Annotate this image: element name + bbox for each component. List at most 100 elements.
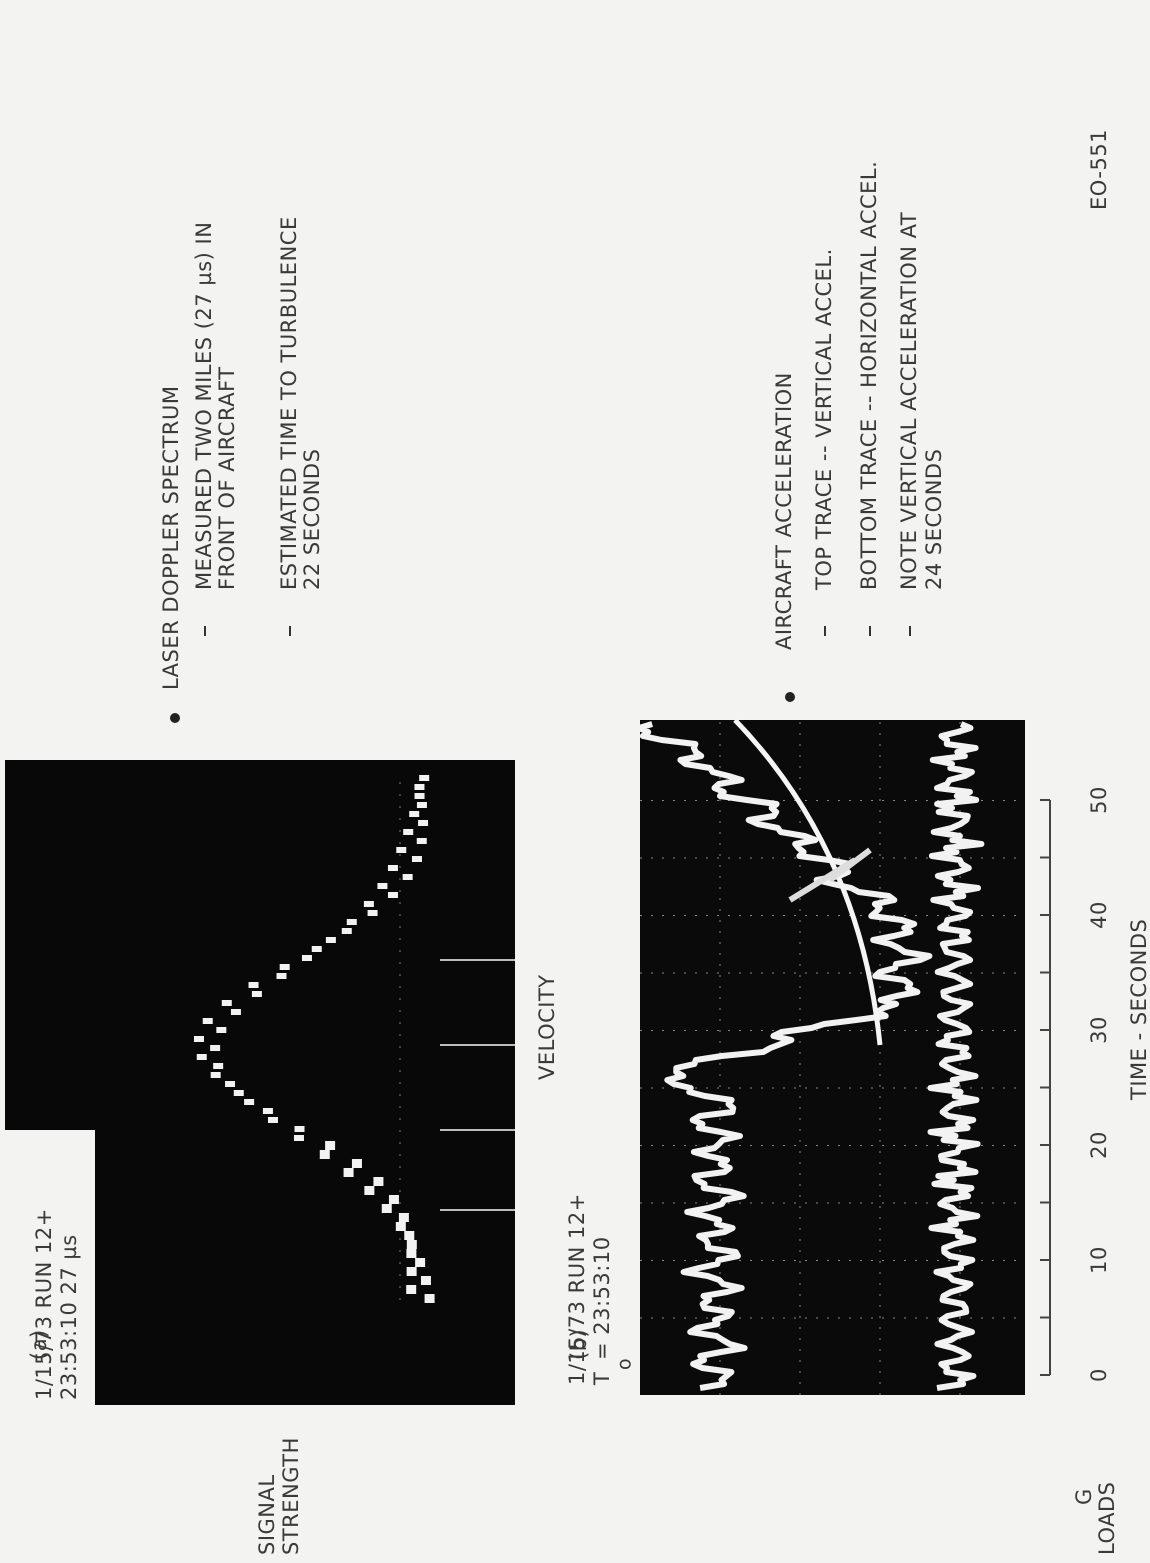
spectrum-dot [424,1294,435,1303]
note-text: FRONT OF AIRCRAFT [215,366,239,590]
spectrum-dot [325,937,336,943]
axis-label: VELOCITY [535,974,559,1080]
photo-caption: T [590,1372,614,1386]
spectrum-dot [319,1150,330,1159]
spectrum-dot [373,1177,384,1186]
spectrum-dot [381,1204,392,1213]
spectrum-dot [351,1159,362,1168]
figure-id: EO-551 [1087,129,1111,210]
note-text: ESTIMATED TIME TO TURBULENCE [277,216,301,590]
photo-caption: o [614,1358,636,1370]
time-tick-label: 20 [1087,1131,1111,1159]
spectrum-dot [311,946,322,952]
note-text: NOTE VERTICAL ACCELERATION AT [897,212,921,590]
spectrum-dot [409,811,420,817]
bullet [170,713,180,723]
note-heading: AIRCRAFT ACCELERATION [772,372,796,650]
spectrum-dot [216,1027,227,1033]
oscilloscope-photo [640,720,1025,1395]
spectrum-dot [387,865,398,871]
spectrum-dot [244,1099,255,1105]
spectrum-dot [414,793,425,799]
note-text: BOTTOM TRACE -- HORIZONTAL ACCEL. [857,161,881,590]
spectrum-dot [403,829,414,835]
spectrum-dot [301,955,312,961]
time-tick-label: 10 [1087,1246,1111,1274]
spectrum-dot [388,1195,399,1204]
oscilloscope-photo [5,760,515,1405]
spectrum-dot [221,1000,232,1006]
spectrum-dot [377,883,388,889]
spectrum-dot [279,964,290,970]
photo-caption: = 23:53:10 [590,1236,614,1360]
axis-label: SIGNAL [255,1474,279,1555]
spectrum-dot [251,991,262,997]
spectrum-dot [210,1072,221,1078]
spectrum-dot [346,919,357,925]
axis-label: LOADS [1095,1482,1119,1555]
spectrum-dot [248,982,259,988]
spectrum-dot [193,1036,204,1042]
spectrum-dot [210,1045,221,1051]
note-heading: LASER DOPPLER SPECTRUM [159,385,183,690]
spectrum-dot [406,1285,417,1294]
spectrum-dot [293,1135,304,1141]
axis-label: TIME - SECONDS [1127,919,1150,1101]
spectrum-dot [196,1054,207,1060]
scope-smudge [788,847,872,903]
time-tick-label: 40 [1087,901,1111,929]
spectrum-dot [416,838,427,844]
reference-arc [733,718,883,1046]
axis-label: G [1072,1488,1096,1505]
spectrum-dot [213,1063,224,1069]
spectrum-dot [415,1258,426,1267]
spectrum-dot [402,874,413,880]
photo-caption: 1/15/73 RUN 12+ [565,1193,589,1385]
spectrum-dot [414,784,425,790]
spectrum-dot [420,1276,431,1285]
note-text: 24 SECONDS [922,449,946,590]
spectrum-dot [411,856,422,862]
spectrum-dot [406,1267,417,1276]
spectrum-dot [404,1231,415,1240]
horizontal-accel-trace [927,721,985,1391]
photo-caption: 23:53:10 27 µs [57,1234,81,1400]
note-text: MEASURED TWO MILES (27 µs) IN [192,222,216,590]
note-text: TOP TRACE -- VERTICAL ACCEL. [812,248,836,591]
spectrum-dot [225,1081,236,1087]
panel-label: (a) [27,1329,51,1360]
spectrum-dot [325,1141,336,1150]
spectrum-dot [398,1213,409,1222]
spectrum-dot [364,1186,375,1195]
spectrum-dot [406,1249,417,1258]
spectrum-dot [233,1090,244,1096]
spectrum-dot [363,901,374,907]
spectrum-dot [387,892,398,898]
spectrum-dot [341,928,352,934]
time-tick-label: 0 [1087,1368,1111,1382]
photo-caption: 1/15/73 RUN 12+ [32,1208,56,1400]
spectrum-dot [396,847,407,853]
spectrum-dot [202,1018,213,1024]
spectrum-dot [367,910,378,916]
time-tick-label: 50 [1087,786,1111,814]
vertical-accel-trace [636,721,933,1391]
axis-label: STRENGTH [279,1437,303,1555]
spectrum-dot [262,1108,273,1114]
spectrum-dot [406,1240,417,1249]
spectrum-dot [395,1222,406,1231]
note-text: 22 SECONDS [300,449,324,590]
spectrum-dot [418,820,429,826]
spectrum-dot [416,802,427,808]
time-tick-label: 30 [1087,1016,1111,1044]
spectrum-dot [419,775,430,781]
spectrum-dot [294,1126,305,1132]
bullet [785,692,795,702]
panel-label: (b) [567,1329,591,1360]
spectrum-dot [276,973,287,979]
spectrum-dot [343,1168,354,1177]
spectrum-dot [230,1009,241,1015]
spectrum-dot [267,1117,278,1123]
